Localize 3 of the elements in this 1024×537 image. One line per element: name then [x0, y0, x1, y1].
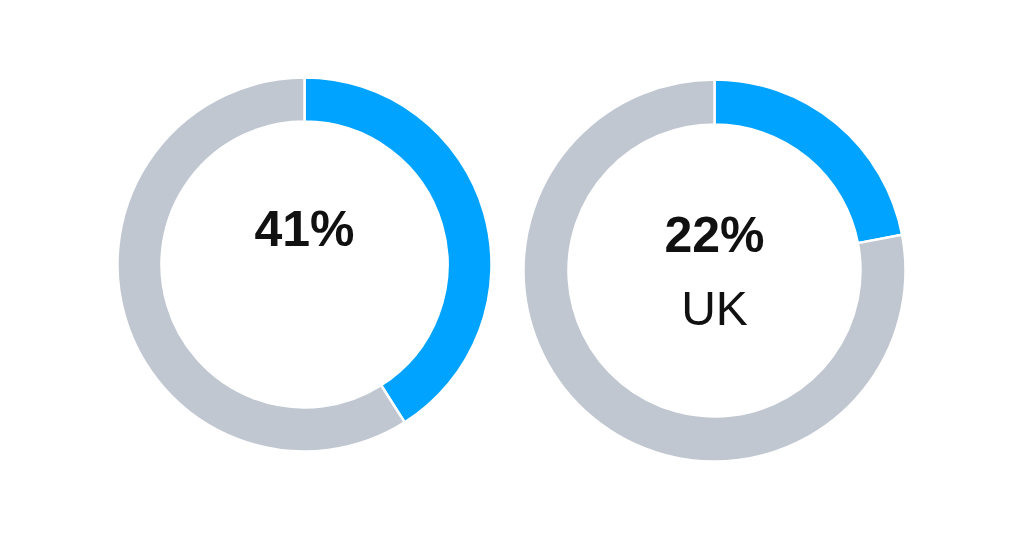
data-label: 41%	[254, 200, 355, 257]
data-label: 22%	[664, 206, 765, 263]
slice-label: UK	[681, 282, 748, 335]
